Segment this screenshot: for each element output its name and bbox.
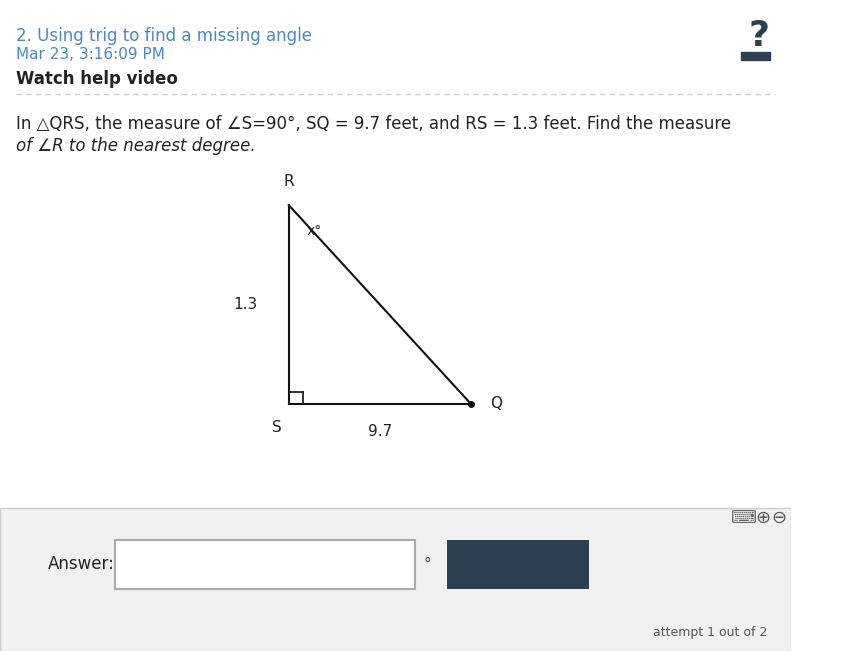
Bar bbox=[115, 540, 415, 589]
Text: 1.3: 1.3 bbox=[233, 297, 258, 312]
Text: S: S bbox=[272, 420, 282, 435]
Text: 2. Using trig to find a missing angle: 2. Using trig to find a missing angle bbox=[15, 27, 312, 45]
Text: x°: x° bbox=[306, 224, 321, 238]
Text: ⊖: ⊖ bbox=[771, 508, 787, 527]
Text: R: R bbox=[283, 174, 294, 189]
Text: Q: Q bbox=[490, 396, 502, 411]
Text: °: ° bbox=[423, 557, 431, 572]
Text: Answer:: Answer: bbox=[47, 555, 115, 574]
Text: ⌨: ⌨ bbox=[730, 508, 757, 527]
Text: of ∠R to the nearest degree.: of ∠R to the nearest degree. bbox=[15, 137, 255, 156]
Text: Watch help video: Watch help video bbox=[15, 70, 178, 89]
Bar bbox=[741, 52, 770, 60]
Text: 9.7: 9.7 bbox=[367, 424, 392, 439]
Text: ?: ? bbox=[749, 19, 770, 53]
Text: ⊕: ⊕ bbox=[756, 508, 771, 527]
Text: Submit Answer: Submit Answer bbox=[459, 557, 577, 572]
Bar bbox=[0, 508, 791, 651]
Text: attempt 1 out of 2: attempt 1 out of 2 bbox=[653, 626, 767, 639]
Bar bbox=[447, 540, 589, 589]
Text: Mar 23, 3:16:09 PM: Mar 23, 3:16:09 PM bbox=[15, 47, 164, 62]
Text: In △QRS, the measure of ∠S=90°, SQ = 9.7 feet, and RS = 1.3 feet. Find the measu: In △QRS, the measure of ∠S=90°, SQ = 9.7… bbox=[15, 115, 731, 133]
